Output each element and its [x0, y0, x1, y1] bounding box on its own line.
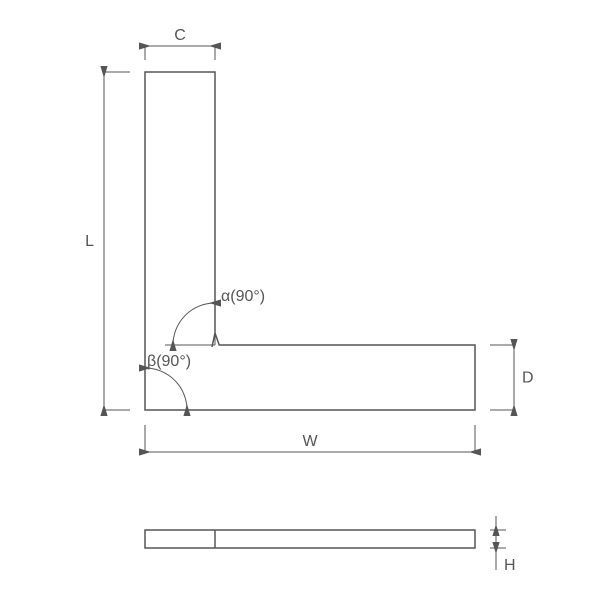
dim-label-D: D: [522, 370, 534, 387]
angle-arc: [173, 303, 215, 345]
side-view-outline: [145, 530, 475, 548]
dim-label-C: C: [174, 27, 186, 44]
angle-label: β(90°): [147, 353, 191, 370]
dim-label-L: L: [85, 233, 94, 250]
l-square-outline: [145, 72, 475, 410]
dim-label-W: W: [302, 433, 318, 450]
dim-label-H: H: [504, 557, 516, 574]
angle-arc: [145, 368, 187, 410]
engineering-drawing: C L W D Hα(90°) β(90°): [0, 0, 600, 600]
angle-label: α(90°): [221, 288, 265, 305]
